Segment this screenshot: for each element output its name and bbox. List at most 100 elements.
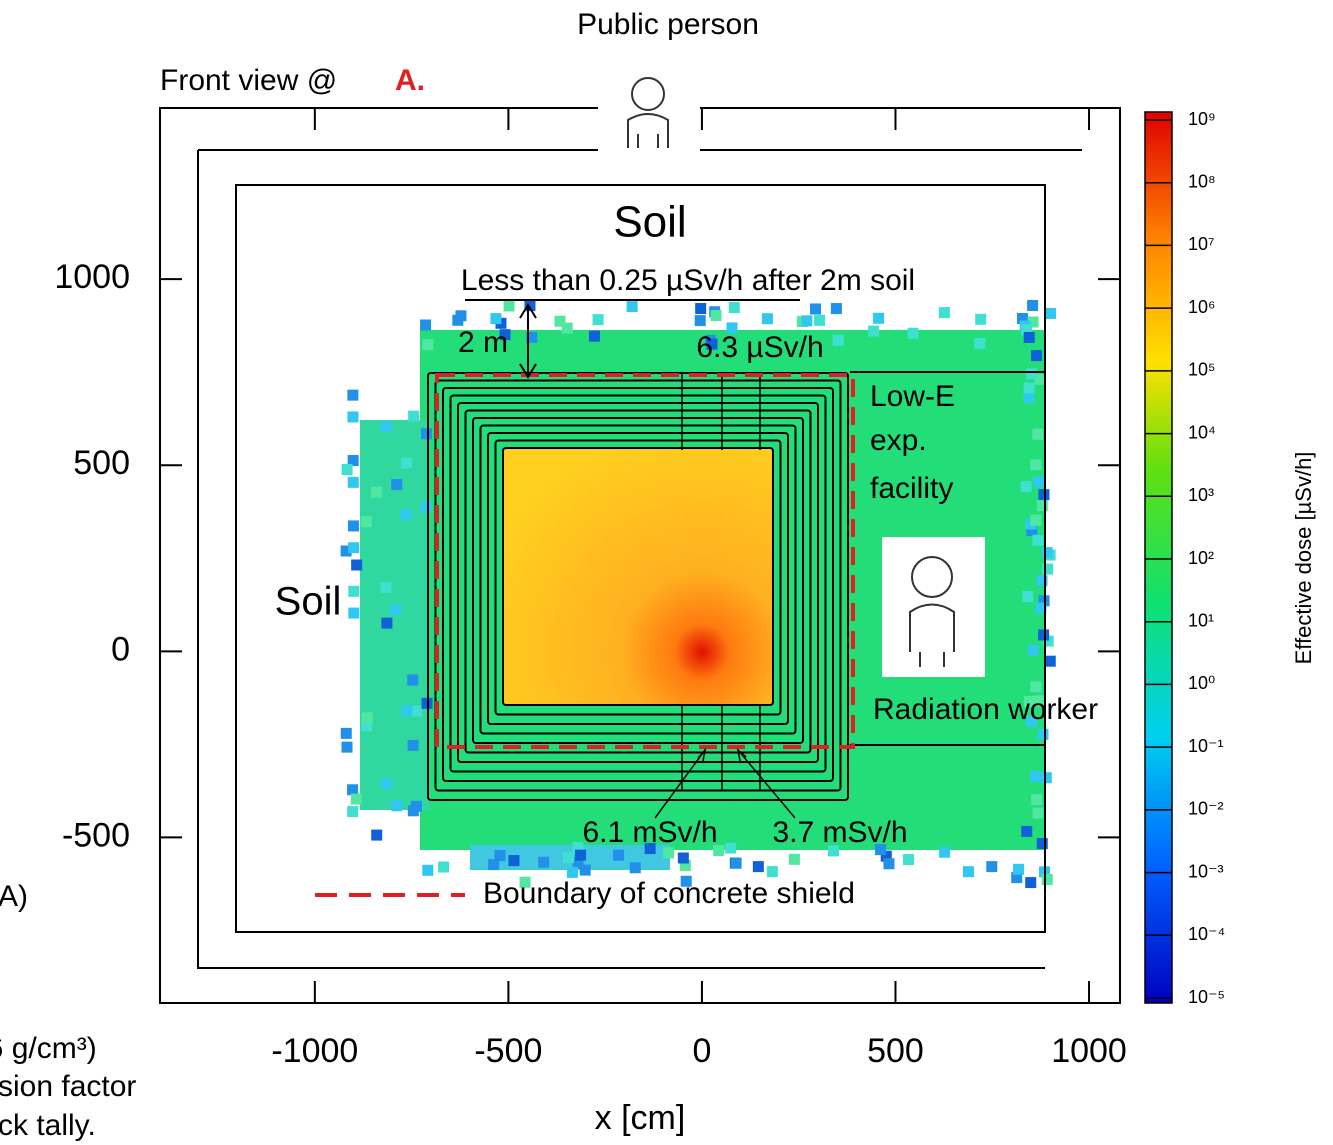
dose-pixel — [1042, 564, 1053, 575]
dose-pixel — [1028, 645, 1039, 656]
x-tick-label: 500 — [867, 1032, 924, 1070]
dose-pixel — [411, 706, 422, 717]
dose-pixel — [1024, 332, 1035, 343]
dose-pixel — [391, 800, 402, 811]
annotation: Boundary of concrete shield — [483, 877, 855, 910]
person-icon — [882, 537, 985, 677]
dose-pixel — [1022, 591, 1033, 602]
dose-pixel — [490, 313, 501, 324]
dose-pixel — [348, 520, 359, 531]
dose-pixel — [1021, 826, 1032, 837]
colorbar-label: Effective dose [µSv/h] — [1291, 452, 1316, 665]
colorbar-tick-label: 10⁻¹ — [1188, 736, 1224, 756]
dose-pixel — [725, 843, 736, 854]
dose-pixel — [407, 675, 418, 686]
annotation: Soil — [275, 580, 342, 624]
dose-pixel — [348, 608, 359, 619]
dose-pixel — [351, 560, 362, 571]
dose-pixel — [362, 712, 373, 723]
colorbar-tick-label: 10¹ — [1188, 610, 1214, 630]
dose-pixel — [974, 338, 985, 349]
dose-pixel — [753, 861, 764, 872]
dose-pixel — [810, 303, 821, 314]
annotation: Soil — [613, 198, 686, 247]
colorbar-tick-label: 10⁻⁴ — [1188, 924, 1225, 944]
dose-pixel — [1041, 772, 1052, 783]
dose-pixel — [729, 302, 740, 313]
dose-pixel — [613, 850, 624, 861]
dose-pixel — [1031, 794, 1042, 805]
annotation: 6.1 mSv/h — [582, 816, 717, 849]
colorbar-tick-label: 10⁰ — [1188, 673, 1215, 693]
x-tick-label: 1000 — [1051, 1032, 1127, 1070]
dose-pixel — [975, 314, 986, 325]
dose-pixel — [562, 323, 573, 334]
dose-pixel — [381, 582, 392, 593]
annotation: 3.7 mSv/h — [772, 816, 907, 849]
dose-pixel — [342, 464, 353, 475]
dose-pixel — [1045, 656, 1056, 667]
dose-pixel — [371, 830, 382, 841]
dose-pixel — [695, 315, 706, 326]
dose-pixel — [381, 778, 392, 789]
dose-pixel — [408, 411, 419, 422]
dose-pixel — [1024, 382, 1035, 393]
annotation: Low-E — [870, 380, 955, 413]
y-tick-label: -500 — [62, 816, 130, 854]
colorbar-tick-label: 10⁶ — [1188, 297, 1215, 317]
dose-pixel — [986, 861, 997, 872]
dose-pixel — [762, 313, 773, 324]
dose-pixel — [390, 604, 401, 615]
colorbar-tick-label: 10⁹ — [1188, 109, 1216, 129]
dose-pixel — [1027, 300, 1038, 311]
dose-pixel — [678, 852, 689, 863]
dose-pixel — [1033, 476, 1044, 487]
dose-pixel — [627, 301, 638, 312]
dose-pixel — [1032, 535, 1043, 546]
dose-pixel — [767, 866, 778, 877]
colorbar-tick-label: 10³ — [1188, 485, 1214, 505]
dose-pixel — [1042, 874, 1053, 885]
dose-pixel — [391, 479, 402, 490]
colorbar-tick-label: 10⁸ — [1188, 171, 1216, 191]
dose-pixel — [580, 865, 591, 876]
colorbar-tick-label: 10⁻⁵ — [1188, 987, 1225, 1007]
dose-pixel — [400, 509, 411, 520]
dose-pixel — [347, 390, 358, 401]
annotation: Radiation worker — [873, 693, 1098, 726]
dose-pixel — [873, 313, 884, 324]
dose-pixel — [1030, 771, 1041, 782]
y-tick-label: 0 — [111, 630, 130, 668]
dose-pixel — [538, 857, 549, 868]
dose-pixel — [381, 421, 392, 432]
dose-pixel — [630, 862, 641, 873]
dose-pixel — [908, 328, 919, 339]
dose-pixel — [1038, 489, 1049, 500]
dose-pixel — [381, 618, 392, 629]
dose-pixel — [421, 428, 432, 439]
dose-pixel — [801, 315, 812, 326]
dose-pixel — [1023, 392, 1034, 403]
dose-pixel — [1030, 681, 1041, 692]
dose-pixel — [939, 307, 950, 318]
dose-pixel — [438, 861, 449, 872]
dose-pixel — [494, 850, 505, 861]
dose-pixel — [1032, 429, 1043, 440]
dose-pixel — [348, 542, 359, 553]
dose-pixel — [1026, 368, 1037, 379]
annotation: Less than 0.25 µSv/h after 2m soil — [461, 264, 915, 297]
dose-pixel — [695, 303, 706, 314]
dose-pixel — [1038, 729, 1049, 740]
dose-pixel — [1013, 864, 1024, 875]
y-tick-label: 500 — [73, 444, 130, 482]
figure: Public person Front view @ A. x [cm] Eff… — [0, 0, 1333, 1145]
dose-pixel — [504, 301, 515, 312]
dose-pixel — [575, 850, 586, 861]
dose-pixel — [455, 310, 466, 321]
colorbar-tick-label: 10⁻² — [1188, 799, 1224, 819]
dose-pixel — [401, 458, 412, 469]
dose-pixel — [831, 303, 842, 314]
x-tick-label: 0 — [692, 1032, 711, 1070]
dose-pixel — [593, 314, 604, 325]
dose-pixel — [663, 847, 674, 858]
